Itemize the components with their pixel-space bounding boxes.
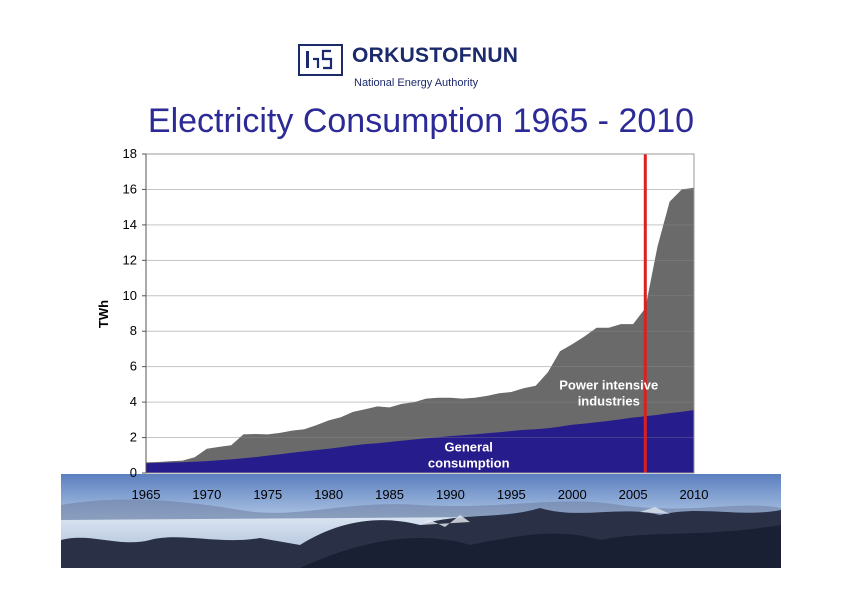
- x-tick-label: 1980: [314, 487, 343, 502]
- y-tick-label: 8: [130, 323, 137, 338]
- y-tick-label: 14: [123, 217, 137, 232]
- x-tick-label: 2000: [558, 487, 587, 502]
- chart-tick-labels: 0 2 4 6 8 10 12 14 16 18 1965 1970 1975 1980 1985 1990 1…: [96, 146, 708, 502]
- os-emblem-icon: [298, 44, 343, 76]
- x-tick-label: 1990: [436, 487, 465, 502]
- series-area-power-intensive-industries: [146, 187, 694, 473]
- y-tick-label: 6: [130, 359, 137, 374]
- logo-name: ORKUSTOFNUN: [352, 44, 519, 67]
- x-tick-label: 2005: [619, 487, 648, 502]
- x-tick-label: 2010: [680, 487, 709, 502]
- chart-title: Electricity Consumption 1965 - 2010: [147, 102, 695, 140]
- y-tick-label: 16: [123, 181, 137, 196]
- y-tick-label: 12: [123, 252, 137, 267]
- x-tick-label: 1975: [253, 487, 282, 502]
- y-tick-label: 10: [123, 288, 137, 303]
- y-tick-label: 18: [123, 146, 137, 161]
- x-tick-label: 1970: [192, 487, 221, 502]
- series-area-general-consumption: [146, 410, 694, 473]
- annotation-label: General consumption: [428, 440, 510, 471]
- logo-subtitle: National Energy Authority: [354, 77, 479, 89]
- chart-annotations: Power intensive industries General consumpt…: [428, 378, 658, 471]
- y-tick-label: 4: [130, 394, 137, 409]
- x-tick-label: 1965: [132, 487, 161, 502]
- y-tick-label: 0: [130, 465, 137, 480]
- x-tick-label: 1985: [375, 487, 404, 502]
- chart-axes: [142, 153, 695, 474]
- x-tick-label: 1995: [497, 487, 526, 502]
- landscape-photo: [61, 474, 781, 568]
- chart-areas: [146, 154, 694, 473]
- orkustofnun-logo: ORKUSTOFNUN National Energy Authority: [298, 44, 548, 94]
- y-tick-label: 2: [130, 430, 137, 445]
- y-axis-label: TWh: [96, 300, 111, 328]
- annotation-label: Power intensive industries: [559, 378, 658, 409]
